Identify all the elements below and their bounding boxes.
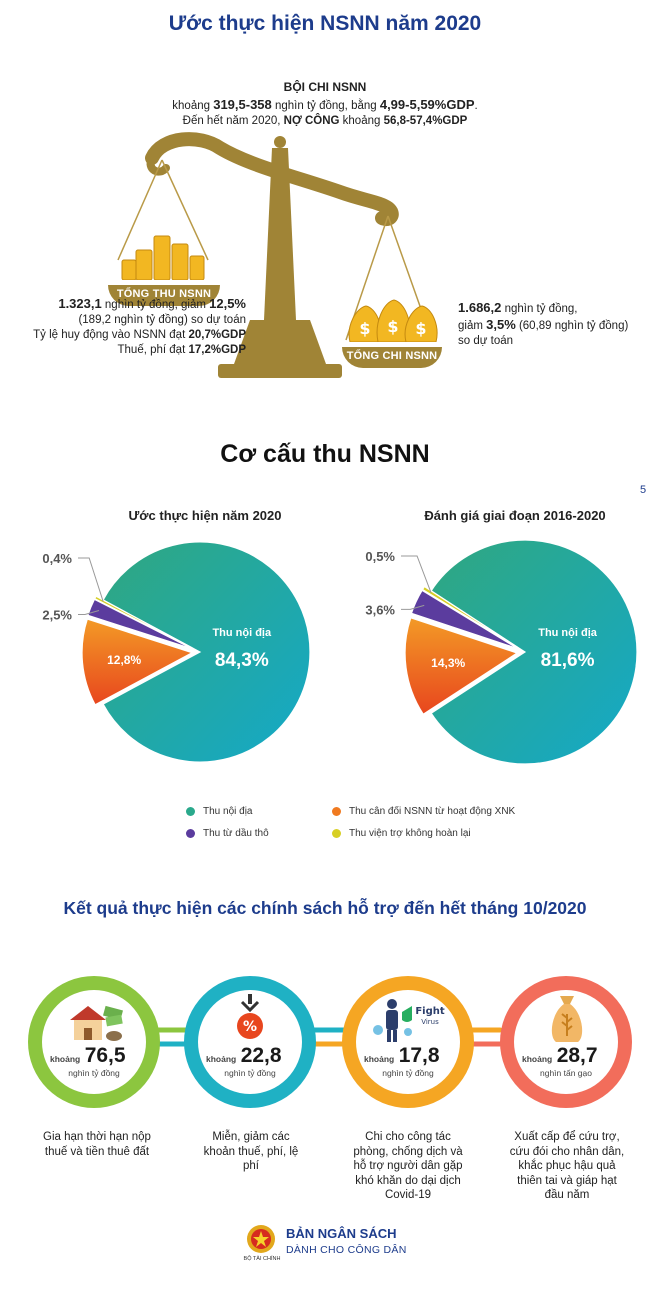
support-item-1: khoảng 76,5 nghìn tỷ đồng: [28, 976, 160, 1108]
pie-inside-label: Thu nội địa: [538, 627, 598, 639]
pie-slice: [81, 618, 194, 706]
pie-data-label: 2,5%: [42, 608, 72, 623]
svg-text:$: $: [387, 317, 398, 336]
state-emblem-icon: [247, 1225, 275, 1253]
support-desc: Xuất cấp để cứu trợ, cứu đói cho nhân dâ…: [509, 1131, 625, 1201]
brand-line1: BẢN NGÂN SÁCH: [286, 1226, 397, 1241]
pie-slice: [93, 595, 194, 649]
deficit-heading: BỘI CHI NSNN: [283, 80, 367, 94]
pie-data-label: 81,6%: [541, 650, 595, 671]
pie-slice: [404, 616, 519, 716]
revenue-tag: TỔNG THU NSNN: [108, 285, 220, 306]
section1-title: Ước thực hiện NSNN năm 2020: [168, 12, 482, 35]
pie-slice: [102, 541, 311, 763]
leader-line: [401, 604, 425, 610]
page-number: 5: [640, 484, 647, 496]
house-money-icon: [70, 1005, 123, 1041]
legend-item: Thu từ dầu thô: [186, 828, 269, 839]
svg-text:%: %: [243, 1019, 257, 1035]
expenditure-tag: TỔNG CHI NSNN: [342, 347, 442, 368]
expenditure-pan: $ $ $ TỔNG CHI NSNN: [342, 286, 442, 368]
legend-item: Thu cân đối NSNN từ hoạt động XNK: [332, 806, 515, 817]
pie-data-label: 0,4%: [42, 551, 72, 566]
ministry-label: BỘ TÀI CHÍNH: [243, 1256, 281, 1262]
brand-line2: DÀNH CHO CÔNG DÂN: [286, 1244, 407, 1256]
legend-item: Thu nội địa: [186, 806, 252, 817]
pie-data-label: 14,3%: [431, 656, 465, 670]
rice-sack-icon: [551, 996, 583, 1042]
fight-virus-icon: Fight Virus: [373, 999, 445, 1042]
pie-inside-label: Thu nội địa: [212, 627, 272, 639]
support-item-4: khoảng 28,7 nghìn tấn gạo: [500, 976, 632, 1108]
pie-data-label: 84,3%: [215, 650, 269, 671]
svg-text:Virus: Virus: [421, 1018, 439, 1026]
deficit-line1: khoảng 319,5-358 nghìn tỷ đồng, bằng 4,9…: [172, 97, 478, 112]
pie-data-label: 0,5%: [365, 549, 395, 564]
expenditure-text: 1.686,2 nghìn tỷ đồng, giảm 3,5% (60,89 …: [458, 300, 629, 347]
svg-text:Fight: Fight: [415, 1006, 445, 1017]
deficit-block: BỘI CHI NSNN khoảng 319,5-358 nghìn tỷ đ…: [120, 80, 530, 129]
svg-text:$: $: [415, 319, 426, 338]
footer-logo: BỘ TÀI CHÍNH BẢN NGÂN SÁCH DÀNH CHO CÔNG…: [238, 1222, 418, 1272]
pie1-title: Ước thực hiện năm 2020: [128, 508, 282, 523]
pie-charts: Thu nội địa 84,3% 12,8% 2,5% 0,4% Thu nội đị…: [42, 539, 638, 765]
pie-data-label: 3,6%: [365, 602, 395, 617]
svg-text:$: $: [359, 319, 370, 338]
coin-stack-icon: [121, 235, 205, 281]
support-desc: Miễn, giảm các khoản thuế, phí, lệ phí: [203, 1131, 299, 1172]
leader-line: [78, 610, 100, 616]
section3-title: Kết quả thực hiện các chính sách hỗ trợ …: [63, 898, 587, 918]
revenue-text: 1.323,1 nghìn tỷ đồng, giảm 12,5% (189,2…: [33, 296, 246, 356]
leader-line: [401, 555, 432, 593]
percent-down-icon: %: [237, 994, 263, 1039]
pie2-title: Đánh giá giai đoạn 2016-2020: [424, 508, 606, 523]
support-desc: Chi cho công tác phòng, chống dịch và hỗ…: [353, 1131, 463, 1201]
debt-line: Đến hết năm 2020, NỢ CÔNG khoảng 56,8-57…: [182, 115, 468, 127]
leader-line: [78, 557, 104, 602]
money-bags-icon: $ $ $: [348, 299, 438, 343]
section2-title: Cơ cấu thu NSNN: [220, 440, 430, 468]
support-item-2: % khoảng 22,8 nghìn tỷ đồng: [184, 976, 316, 1108]
pie-slice: [430, 539, 638, 765]
pie-slice: [410, 589, 519, 650]
pie-data-label: 12,8%: [107, 653, 141, 667]
support-item-3: Fight Virus khoảng 17,8 nghìn tỷ đồng: [342, 976, 474, 1108]
support-desc: Gia hạn thời hạn nộp thuế và tiền thuê đ…: [43, 1131, 151, 1158]
revenue-pan: TỔNG THU NSNN: [108, 220, 220, 306]
legend-item: Thu viện trợ không hoàn lại: [332, 828, 471, 839]
pie-slice: [87, 598, 193, 650]
pie-slice: [421, 585, 519, 649]
